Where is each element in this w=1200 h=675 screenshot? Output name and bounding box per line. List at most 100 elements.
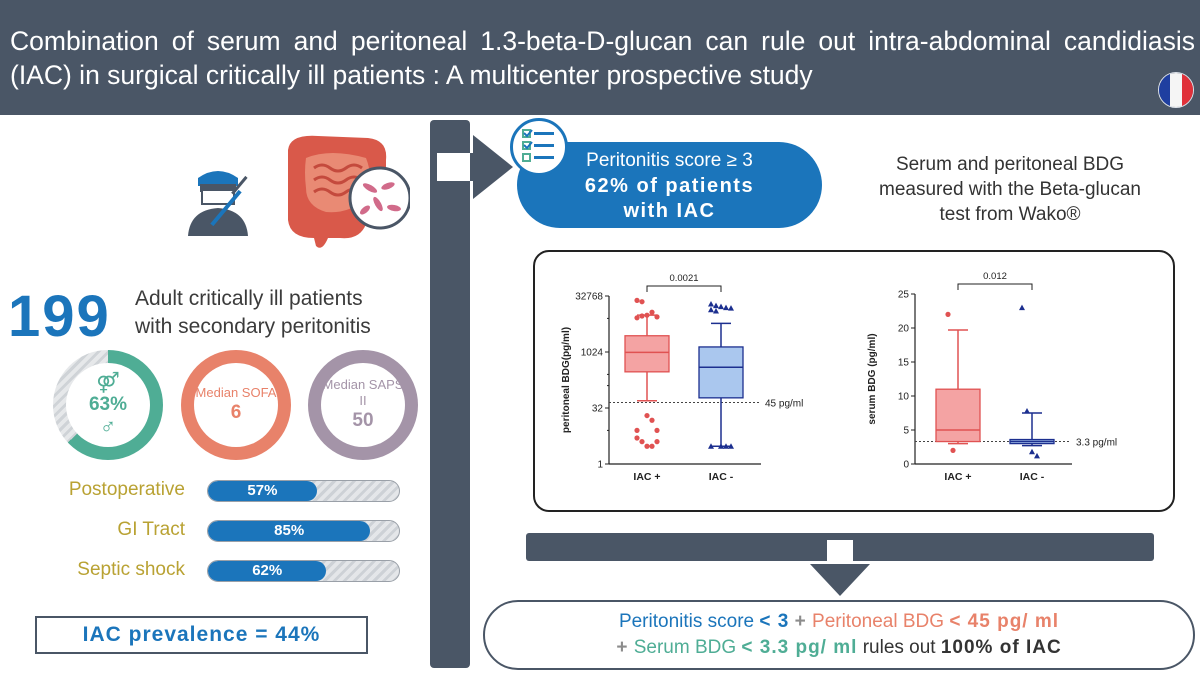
conclusion-serum-threshold: < 3.3 pg/ ml bbox=[741, 637, 858, 658]
saps-label: Median SAPS II bbox=[322, 377, 404, 408]
outlier-point bbox=[649, 443, 655, 449]
sofa-ring: Median SOFA 6 bbox=[181, 350, 291, 460]
france-flag-icon bbox=[1158, 72, 1194, 108]
outlier-point bbox=[634, 427, 640, 433]
outlier-point bbox=[639, 313, 645, 319]
x-tick-label: IAC - bbox=[1020, 471, 1045, 483]
postoperative-fill: 57% bbox=[208, 481, 317, 501]
y-tick-label: 32768 bbox=[575, 292, 603, 303]
serum-bdg-boxplot: serum BDG (pg/ml) 25 20 15 10 5 0 3.3 pg/ml IAC … bbox=[867, 271, 1117, 483]
outlier-point bbox=[728, 305, 734, 311]
peritonitis-line2: 62% of patients bbox=[584, 175, 755, 197]
y-tick-label: 10 bbox=[898, 392, 910, 403]
peritoneal-bdg-boxplot: peritoneal BDG(pg/ml) 32768 1024 32 1 45 pg/m… bbox=[561, 273, 803, 483]
outlier-point bbox=[708, 300, 714, 307]
sofa-label: Median SOFA bbox=[195, 385, 277, 400]
x-tick-label: IAC + bbox=[944, 471, 971, 483]
y-tick-label: 0 bbox=[903, 460, 909, 471]
conclusion-peritoneal-threshold: < 45 pg/ ml bbox=[949, 611, 1060, 632]
outlier-point bbox=[713, 302, 719, 309]
y-tick-label: 32 bbox=[592, 404, 604, 415]
conclusion-box: Peritonitis score < 3 + Peritoneal BDG <… bbox=[483, 600, 1195, 670]
outlier-point bbox=[644, 312, 650, 318]
y-tick-label: 1024 bbox=[581, 348, 604, 359]
conclusion-result: 100% of IAC bbox=[940, 637, 1062, 658]
peritonitis-line1: Peritonitis score ≥ 3 bbox=[586, 150, 753, 171]
doctor-icon bbox=[188, 171, 248, 236]
box bbox=[935, 388, 981, 443]
male-ratio-ring: ⚤ 63% ♂ bbox=[53, 350, 163, 460]
conclusion-peritoneal-bdg: Peritoneal BDG bbox=[812, 611, 945, 632]
significance-bracket bbox=[646, 285, 722, 292]
checklist-icon bbox=[510, 118, 568, 176]
gi-tract-fill: 85% bbox=[208, 521, 371, 541]
patients-group-icon bbox=[25, 117, 175, 257]
x-tick-label: IAC - bbox=[709, 471, 734, 483]
postoperative-label: Postoperative bbox=[68, 479, 185, 500]
y-tick-label: 20 bbox=[898, 324, 910, 335]
y-axis-label: serum BDG (pg/ml) bbox=[867, 333, 878, 424]
outlier-point bbox=[723, 443, 729, 449]
assay-line3: test from Wako® bbox=[939, 204, 1081, 225]
outlier-point bbox=[950, 447, 956, 453]
p-value-label: 0.012 bbox=[983, 271, 1007, 282]
outlier-point bbox=[649, 417, 655, 423]
cohort-description-line1: Adult critically ill patients bbox=[135, 287, 363, 310]
sofa-value: 6 bbox=[230, 402, 242, 423]
page-title: Combination of serum and peritoneal 1.3-… bbox=[10, 26, 1195, 90]
outlier-point bbox=[728, 443, 734, 449]
outlier-point bbox=[1019, 304, 1025, 311]
box bbox=[624, 335, 670, 373]
significance-bracket bbox=[957, 283, 1033, 290]
iac-prevalence-box: IAC prevalence = 44% bbox=[35, 616, 368, 654]
outlier-point bbox=[713, 307, 719, 314]
outlier-point bbox=[945, 311, 951, 317]
outlier-point bbox=[654, 314, 660, 320]
arrow-down-icon bbox=[810, 540, 870, 596]
intestine-candida-icon bbox=[288, 135, 410, 248]
male-symbol-icon: ♂ bbox=[99, 414, 117, 439]
conclusion-plus-2: + bbox=[616, 637, 629, 658]
cohort-description: Adult critically ill patients with secon… bbox=[135, 285, 371, 341]
threshold-label: 3.3 pg/ml bbox=[1076, 438, 1117, 449]
outlier-point bbox=[644, 412, 650, 419]
male-ratio-value: 63% bbox=[88, 394, 128, 415]
y-tick-label: 5 bbox=[903, 426, 909, 437]
outlier-point bbox=[718, 303, 724, 310]
outlier-point bbox=[718, 443, 724, 449]
conclusion-serum-bdg: Serum BDG bbox=[633, 637, 737, 658]
y-tick-label: 25 bbox=[898, 290, 910, 301]
conclusion-peritonitis-threshold: < 3 bbox=[759, 611, 790, 632]
flow-vertical-bar bbox=[430, 120, 470, 668]
peritonitis-score-pill: Peritonitis score ≥ 3 62% of patients wi… bbox=[517, 142, 822, 228]
threshold-label: 45 pg/ml bbox=[765, 398, 803, 409]
outlier-point bbox=[654, 439, 660, 445]
box bbox=[698, 346, 744, 399]
p-value-label: 0.0021 bbox=[669, 273, 698, 284]
y-axis-label: peritoneal BDG(pg/ml) bbox=[561, 327, 572, 433]
outlier-point bbox=[644, 443, 650, 449]
conclusion-peritonitis: Peritonitis score bbox=[618, 611, 755, 632]
outlier-point bbox=[723, 304, 729, 311]
septic-shock-label: Septic shock bbox=[77, 559, 185, 580]
outlier-point bbox=[654, 427, 660, 433]
y-tick-label: 15 bbox=[898, 358, 910, 369]
header-banner: Combination of serum and peritoneal 1.3-… bbox=[0, 0, 1200, 115]
postoperative-bar: 57% bbox=[207, 480, 400, 502]
arrow-right-icon bbox=[437, 135, 513, 199]
peritonitis-line3: with IAC bbox=[623, 200, 716, 222]
y-tick-label: 1 bbox=[597, 460, 603, 471]
charts-frame: peritoneal BDG(pg/ml) 32768 1024 32 1 45 pg/m… bbox=[533, 250, 1175, 512]
outlier-point bbox=[639, 299, 645, 305]
outlier-point bbox=[1034, 452, 1040, 459]
septic-shock-bar: 62% bbox=[207, 560, 400, 582]
outlier-point bbox=[649, 309, 655, 315]
couple-icon: ⚤ bbox=[96, 372, 120, 394]
gi-tract-bar: 85% bbox=[207, 520, 400, 542]
outlier-point bbox=[634, 297, 640, 303]
gi-tract-label: GI Tract bbox=[117, 519, 185, 540]
conclusion-rules-out: rules out bbox=[862, 637, 936, 658]
outlier-point bbox=[639, 439, 645, 445]
outlier-point bbox=[1024, 407, 1030, 414]
outlier-point bbox=[708, 306, 714, 313]
